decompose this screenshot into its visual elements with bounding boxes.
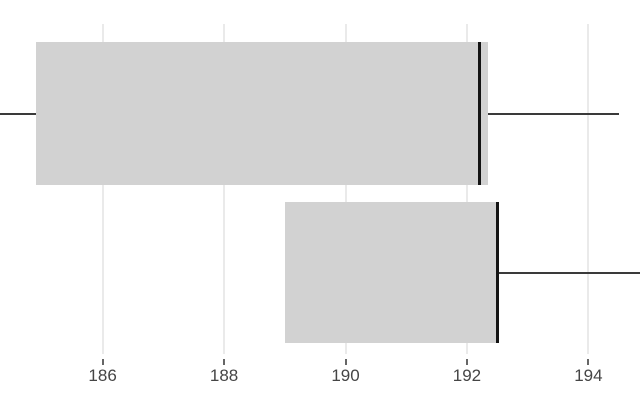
whisker-high (488, 112, 619, 115)
x-tick-label: 192 (452, 366, 482, 385)
box-iqr (35, 42, 489, 185)
median-line (495, 202, 499, 343)
whisker-low (0, 112, 36, 115)
x-gridline (344, 24, 347, 354)
x-gridline (101, 24, 104, 354)
x-tick-label: 186 (88, 366, 117, 385)
x-tick-mark (344, 359, 347, 365)
box-iqr (284, 202, 498, 343)
x-tick-label: 194 (574, 366, 603, 385)
x-tick-mark (587, 359, 590, 365)
x-tick-mark (465, 359, 468, 365)
median-line (477, 42, 481, 185)
x-tick-label: 188 (209, 366, 239, 385)
x-gridline (587, 24, 590, 354)
x-gridline (223, 24, 226, 354)
whisker-high (497, 271, 640, 274)
x-tick-mark (101, 359, 104, 365)
x-tick-mark (223, 359, 226, 365)
x-gridline (465, 24, 468, 354)
x-tick-label: 190 (331, 366, 360, 385)
